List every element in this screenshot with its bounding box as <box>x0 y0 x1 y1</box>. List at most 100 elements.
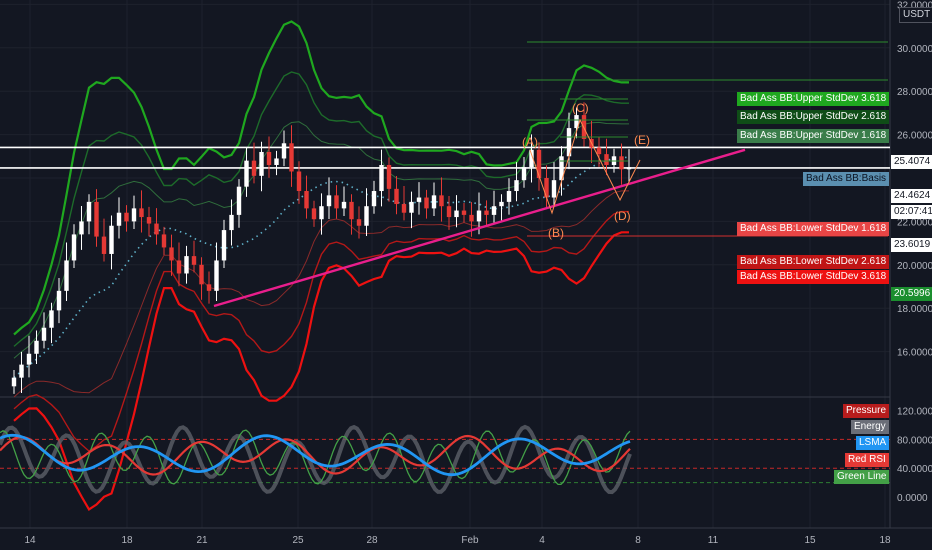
time-tick: 21 <box>196 535 208 546</box>
candle-body <box>551 180 557 198</box>
candle-body <box>544 178 549 198</box>
candle-body <box>566 128 572 157</box>
candle-body <box>176 260 182 274</box>
wave-label: (E) <box>634 133 650 147</box>
candle-body <box>131 208 137 222</box>
band-label[interactable]: Bad Ass BB:Lower StdDev 1.618 <box>737 222 890 236</box>
candle-body <box>191 256 197 265</box>
oscillator-label[interactable]: Energy <box>851 420 889 434</box>
candle-body <box>409 201 414 213</box>
candle-body <box>334 195 339 209</box>
candles <box>11 102 632 394</box>
candle-body <box>476 210 482 222</box>
lsma-line <box>0 433 631 477</box>
candle-body <box>394 188 399 205</box>
band-label[interactable]: Bad Ass BB:Lower StdDev 3.618 <box>737 270 890 284</box>
candle-body <box>461 210 467 215</box>
time-tick: Feb <box>461 535 479 546</box>
time-axis: 14 18 21 25 28 Feb 4 8 11 15 18 <box>24 535 891 546</box>
band-label[interactable]: Bad Ass BB:Basis <box>803 172 890 186</box>
oscillator-label[interactable]: Pressure <box>843 404 890 418</box>
candle-body <box>521 167 527 181</box>
candle-body <box>154 223 159 235</box>
band-label[interactable]: Bad Ass BB:Upper StdDev 2.618 <box>737 110 890 124</box>
candle-body <box>161 234 167 248</box>
osc-tick: 40.0000 <box>897 464 932 475</box>
candle-body <box>274 158 279 165</box>
candle-body <box>491 206 497 215</box>
price-tick: 22.0000 <box>897 217 932 228</box>
candle-body <box>229 214 234 231</box>
time-tick: 28 <box>366 535 378 546</box>
candle-body <box>401 204 407 213</box>
candle-body <box>499 201 504 207</box>
candle-body <box>94 201 99 237</box>
osc-tick: 80.0000 <box>897 435 932 446</box>
price-marker: 23.6019 <box>891 238 932 252</box>
lower-band-3618 <box>13 231 629 511</box>
candle-body <box>416 197 422 202</box>
candle-body <box>289 143 294 172</box>
energy-line <box>0 424 632 495</box>
candle-body <box>559 156 564 181</box>
candle-body <box>11 377 17 387</box>
wave-label: (B) <box>548 226 564 240</box>
candle-body <box>251 160 257 176</box>
wave-path <box>529 118 641 215</box>
candle-body <box>536 149 542 178</box>
candle-body <box>341 201 347 209</box>
oscillator-axis: 120.0000 80.0000 40.0000 0.0000 <box>897 407 932 504</box>
price-tick: 18.0000 <box>897 304 932 315</box>
band-label[interactable]: Bad Ass BB:Upper StdDev 3.618 <box>737 92 890 106</box>
candle-body <box>424 197 429 209</box>
price-tick: 26.0000 <box>897 131 932 142</box>
time-tick: 14 <box>24 535 36 546</box>
price-tick: 16.0000 <box>897 348 932 359</box>
candle-body <box>484 210 489 215</box>
band-label[interactable]: Bad Ass BB:Lower StdDev 2.618 <box>737 255 890 269</box>
candle-body <box>304 191 309 209</box>
candle-body <box>311 208 317 220</box>
price-tick: 30.0000 <box>897 44 932 55</box>
candle-body <box>146 217 152 224</box>
time-tick: 15 <box>804 535 816 546</box>
candle-body <box>514 180 519 192</box>
candle-body <box>86 201 92 222</box>
candle-body <box>101 236 107 254</box>
candle-body <box>379 164 384 192</box>
candle-body <box>281 143 287 159</box>
band-label[interactable]: Bad Ass BB:Upper StdDev 1.618 <box>737 129 890 143</box>
upper-band-3618 <box>13 20 629 336</box>
candle-body <box>431 195 437 209</box>
candle-body <box>469 214 474 222</box>
candle-body <box>71 234 77 261</box>
candle-body <box>214 260 219 291</box>
oscillator-label[interactable]: Green Line <box>834 470 890 484</box>
price-marker: 02:07:41 <box>891 205 932 219</box>
currency-badge[interactable]: USDT <box>899 7 932 23</box>
candle-body <box>266 151 272 165</box>
osc-tick: 120.0000 <box>897 407 932 418</box>
candle-body <box>206 284 212 291</box>
candle-body <box>364 206 369 226</box>
price-marker: 20.5996 <box>891 287 932 301</box>
osc-tick: 0.0000 <box>897 493 928 504</box>
wave-label: (D) <box>614 209 631 223</box>
time-tick: 18 <box>879 535 891 546</box>
candle-body <box>619 156 624 170</box>
candle-body <box>19 364 24 378</box>
candle-body <box>259 151 264 176</box>
candle-body <box>446 206 452 218</box>
candle-body <box>79 221 84 235</box>
candle-body <box>626 167 632 170</box>
oscillator-label[interactable]: Red RSI <box>845 453 889 467</box>
wave-label: (C) <box>572 101 589 115</box>
oscillator-panel <box>0 424 890 495</box>
trendline <box>213 148 746 308</box>
candle-body <box>386 164 392 189</box>
time-tick: 4 <box>539 535 545 546</box>
candle-body <box>221 230 227 261</box>
oscillator-label[interactable]: LSMA <box>856 436 890 450</box>
price-tick: 20.0000 <box>897 261 932 272</box>
